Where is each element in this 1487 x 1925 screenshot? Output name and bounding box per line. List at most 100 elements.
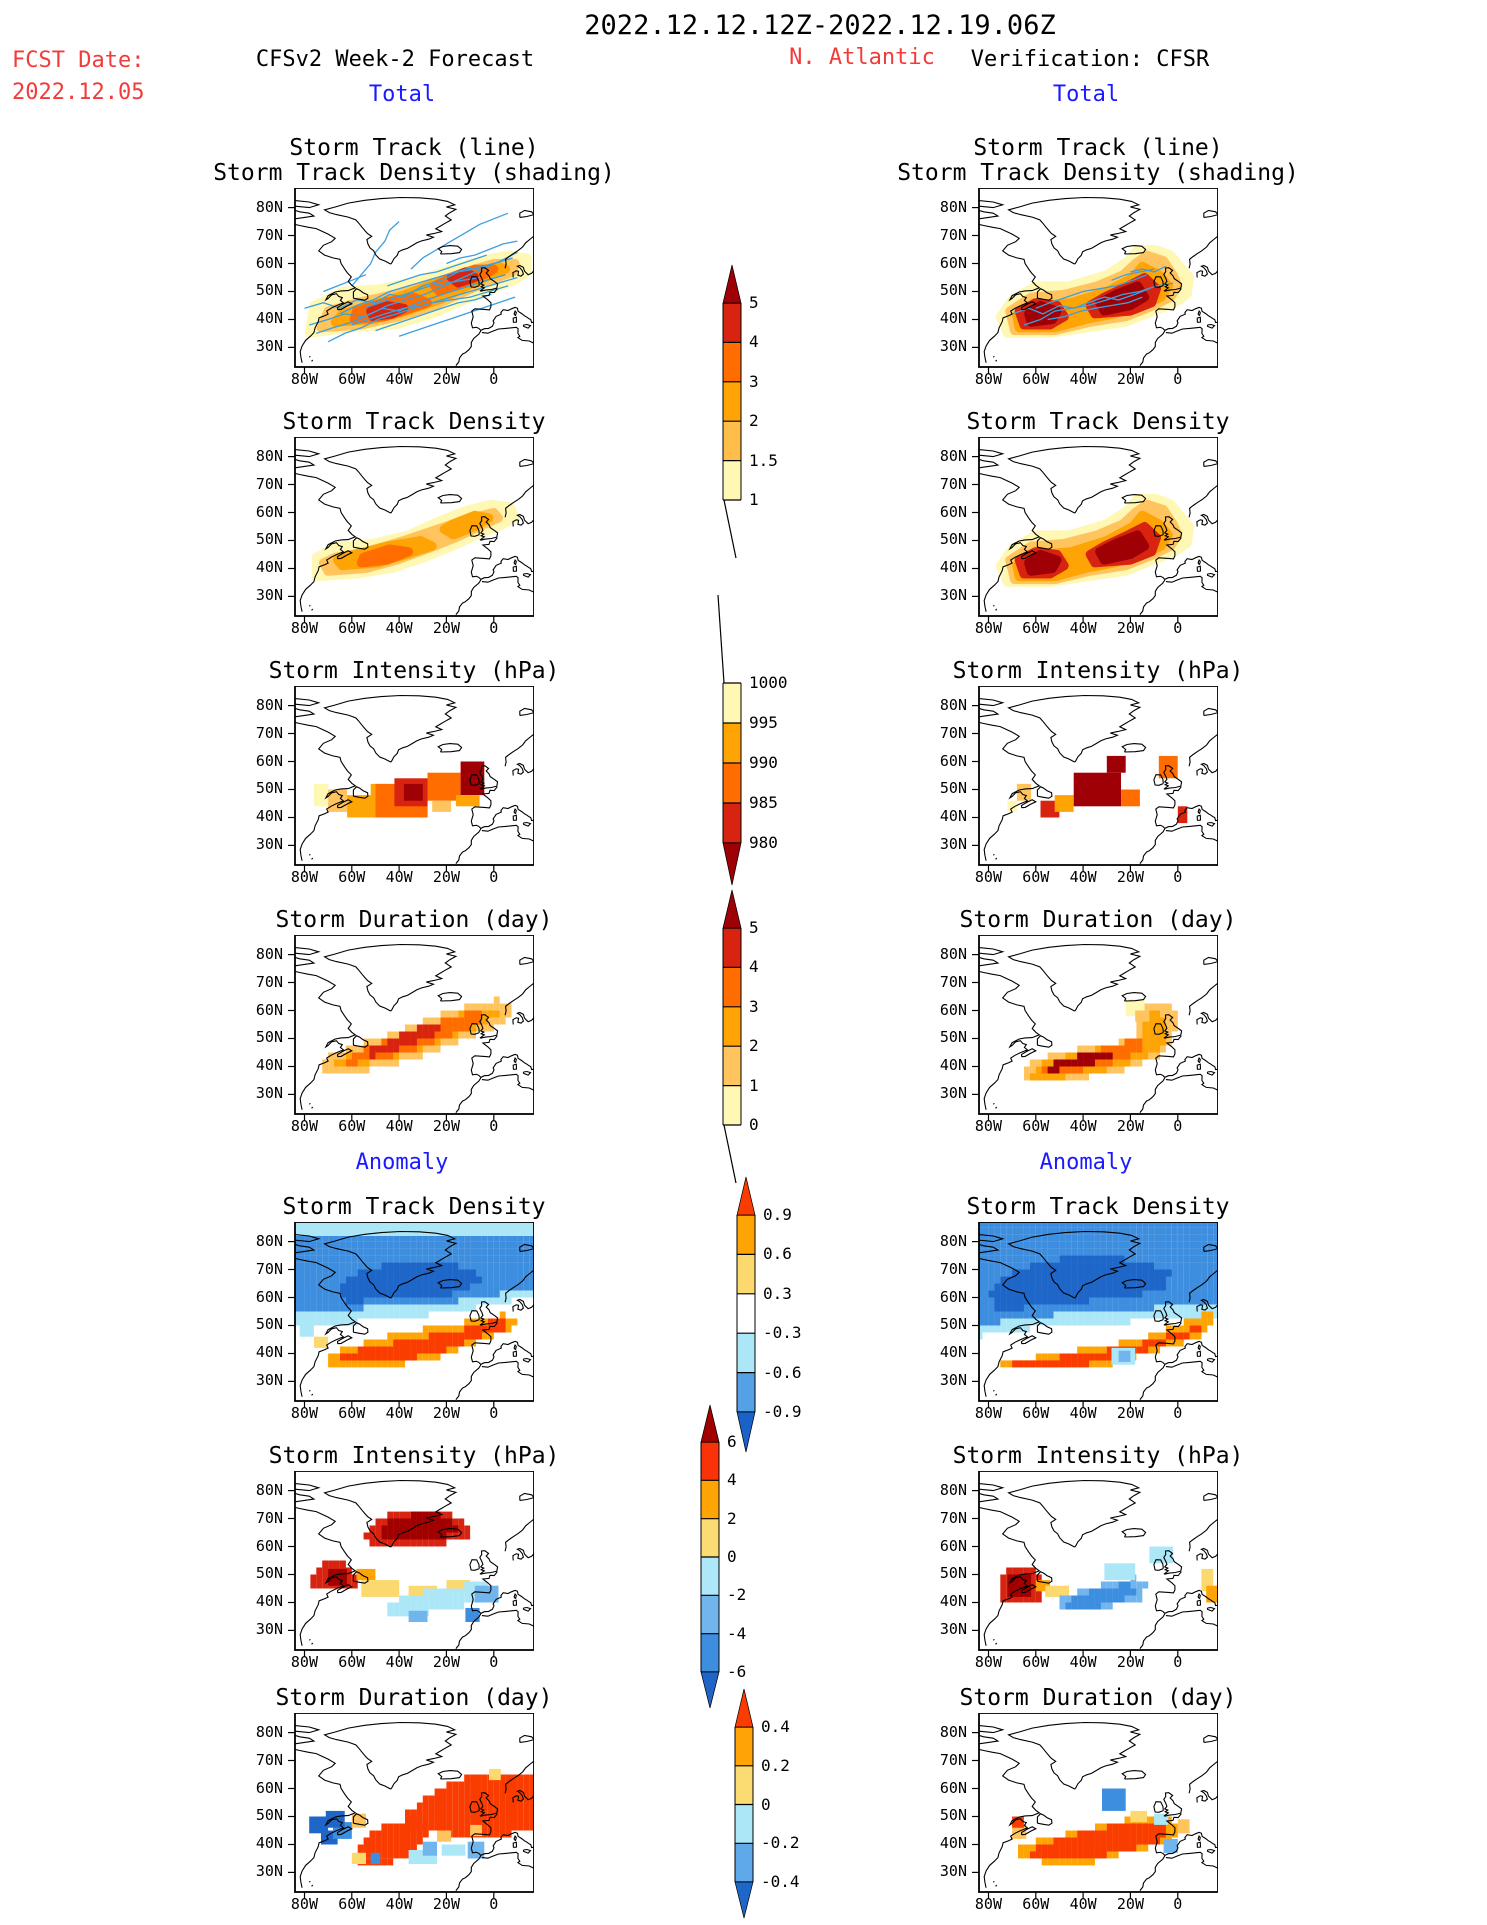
panel-title-verification-storm-track: Storm Track Density (shading) [897, 160, 1299, 186]
lon-axis-label: 20W [1116, 370, 1144, 388]
lat-axis-label: 60N [255, 1000, 283, 1019]
map-wrap-verification-intensity [971, 686, 1218, 876]
map-wrap-verification-duration-anomaly [971, 1713, 1218, 1903]
coastline [979, 1230, 1218, 1400]
lon-axis-label: 40W [1069, 1117, 1097, 1135]
lon-axis-label: 0 [1173, 1653, 1183, 1671]
lat-axis-label: 70N [255, 1259, 283, 1278]
coastline [979, 1721, 1218, 1891]
lat-axis-label: 50N [939, 1315, 967, 1334]
coastline [295, 1721, 534, 1891]
lon-axis-label: 20W [432, 619, 460, 637]
lon-axis-label: 60W [1022, 1653, 1050, 1671]
lon-axis-label: 0 [1173, 619, 1183, 637]
colorbar-tick-label: 4 [749, 332, 759, 352]
colorbar-tick-label: -6 [727, 1662, 747, 1681]
lon-axis-label: 20W [1116, 619, 1144, 637]
lon-axis-label: 20W [1116, 1404, 1144, 1422]
lon-axis-label: 60W [1022, 1895, 1050, 1913]
colorbar-tick-label: 0 [761, 1794, 771, 1814]
lon-axis-label: 80W [974, 1404, 1002, 1422]
colorbar-tick-label: 2 [749, 1036, 759, 1056]
lat-axis-label: 30N [255, 1620, 283, 1639]
lat-axis-label: 30N [939, 1620, 967, 1639]
lon-axis-label: 0 [489, 1404, 499, 1422]
colorbar-tick-label: -0.3 [763, 1323, 802, 1343]
lon-axis-label: 40W [385, 1117, 413, 1135]
panel-title-verification-duration-anomaly: Storm Duration (day) [959, 1685, 1237, 1711]
map-wrap-forecast-duration [287, 935, 534, 1125]
coastline [979, 694, 1218, 864]
lat-axis-label: 50N [939, 530, 967, 549]
lat-axis-label: 60N [255, 502, 283, 521]
lon-axis-label: 0 [489, 370, 499, 388]
storm-track-line [410, 212, 509, 270]
colorbar-tick-label: 4 [749, 957, 759, 977]
lon-axis-label: 80W [290, 1895, 318, 1913]
map-verification-storm-track [972, 188, 1218, 374]
lat-axis-label: 40N [255, 807, 283, 826]
lat-axis-label: 40N [939, 1592, 967, 1611]
lat-axis-label: 40N [939, 558, 967, 577]
lat-axis-label: 70N [939, 1750, 967, 1769]
colorbar-tick-label: 5 [749, 918, 759, 937]
panel-title-forecast-intensity: Storm Intensity (hPa) [268, 658, 560, 684]
colorbar-tick-label: 2 [727, 1508, 737, 1528]
lat-axis-label: 50N [255, 1315, 283, 1334]
lat-axis-label: 80N [939, 944, 967, 963]
lat-axis-label: 40N [939, 309, 967, 328]
lat-axis-label: 40N [939, 1834, 967, 1853]
lat-axis-label: 60N [939, 1778, 967, 1797]
section-label-anomaly-forecast: Anomaly [355, 1150, 449, 1175]
section-label-total-forecast: Total [368, 82, 436, 107]
lat-axis-label: 80N [255, 1722, 283, 1741]
lat-axis-label: 50N [939, 1028, 967, 1047]
lon-axis-label: 0 [489, 619, 499, 637]
lat-axis-label: 30N [939, 1862, 967, 1881]
colorbar-tick-label: -0.9 [763, 1402, 802, 1421]
map-verification-duration [972, 935, 1218, 1121]
verification-column-title: Verification: CFSR [970, 47, 1210, 72]
storm-track-line [363, 276, 480, 309]
lat-axis-label: 70N [255, 1508, 283, 1527]
map-forecast-intensity-anomaly [288, 1471, 534, 1657]
lon-axis-label: 80W [290, 1117, 318, 1135]
lon-axis-label: 40W [1069, 370, 1097, 388]
lon-axis-label: 0 [489, 1653, 499, 1671]
lon-axis-label: 0 [489, 1117, 499, 1135]
map-verification-intensity-anomaly [972, 1471, 1218, 1657]
lon-axis-label: 20W [1116, 868, 1144, 886]
lat-axis-label: 80N [939, 446, 967, 465]
map-wrap-verification-storm-track [971, 188, 1218, 378]
panel-title-forecast-intensity-anomaly: Storm Intensity (hPa) [268, 1443, 560, 1469]
lon-axis-label: 40W [1069, 1653, 1097, 1671]
lat-axis-label: 60N [255, 1536, 283, 1555]
colorbar-tick-label: -2 [727, 1585, 747, 1605]
lat-axis-label: 30N [255, 1371, 283, 1390]
lat-axis-label: 50N [255, 779, 283, 798]
lat-axis-label: 70N [939, 225, 967, 244]
lat-axis-label: 80N [939, 695, 967, 714]
map-wrap-verification-track-density [971, 437, 1218, 627]
colorbar-tick-label: -4 [727, 1623, 747, 1643]
colorbar-tick-label: 1 [749, 1075, 759, 1095]
lat-axis-label: 60N [255, 1287, 283, 1306]
lon-axis-label: 40W [1069, 1404, 1097, 1422]
colorbar-tick-label: -0.6 [763, 1362, 802, 1382]
lat-axis-label: 30N [255, 586, 283, 605]
storm-track-line [339, 260, 504, 315]
fcst-date-label: FCST Date: [12, 48, 145, 73]
lon-axis-label: 0 [1173, 370, 1183, 388]
lat-axis-label: 50N [255, 1564, 283, 1583]
lon-axis-label: 80W [290, 868, 318, 886]
map-verification-duration-anomaly [972, 1713, 1218, 1899]
lat-axis-label: 80N [255, 695, 283, 714]
lat-axis-label: 30N [255, 337, 283, 356]
lat-axis-label: 60N [939, 1536, 967, 1555]
lon-axis-label: 80W [974, 1895, 1002, 1913]
storm-track-line [375, 293, 492, 332]
lon-axis-label: 80W [974, 370, 1002, 388]
storm-track-line [327, 285, 509, 343]
lat-axis-label: 60N [255, 253, 283, 272]
